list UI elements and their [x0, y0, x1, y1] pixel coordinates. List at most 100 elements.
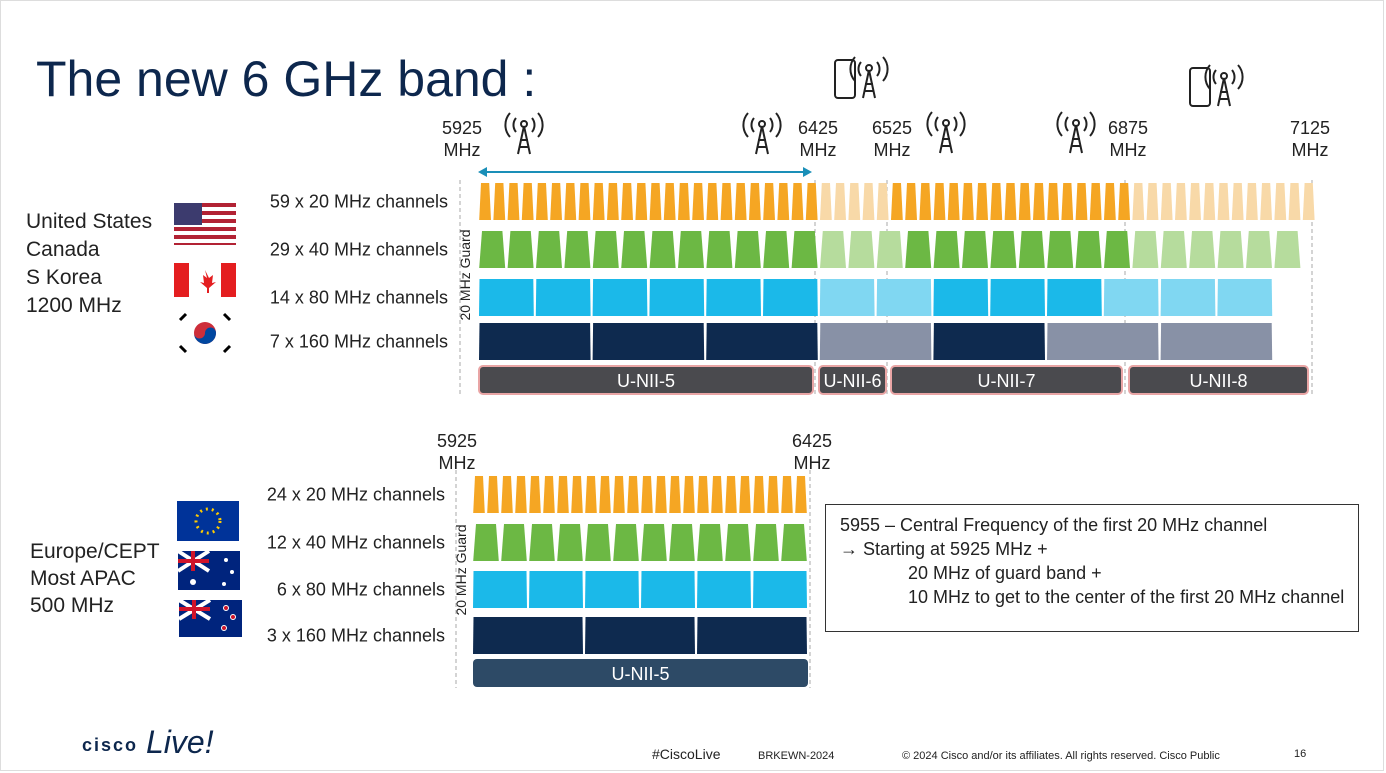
channel	[585, 476, 597, 513]
channel	[1132, 183, 1145, 220]
band-bar	[818, 365, 887, 395]
channel	[697, 571, 751, 608]
tower-top	[520, 120, 528, 128]
region-label: Most APAC	[30, 567, 136, 590]
channel-label: 59 x 20 MHz channels	[270, 192, 448, 212]
title: The new 6 GHz band :	[36, 51, 536, 107]
channel	[557, 524, 583, 561]
channel	[529, 571, 583, 608]
channel	[919, 183, 932, 220]
channel	[1246, 231, 1272, 268]
freq-unit: MHz	[1110, 140, 1147, 160]
channel	[501, 524, 527, 561]
channel	[641, 476, 653, 513]
icons	[504, 56, 1244, 155]
channel	[777, 183, 790, 220]
channel	[592, 323, 705, 360]
channel	[1047, 231, 1074, 268]
channel	[805, 183, 818, 220]
freq-unit: MHz	[794, 453, 831, 473]
freq-label: 6875 MHz	[1108, 118, 1148, 160]
channel	[621, 231, 648, 268]
footer-copyright: © 2024 Cisco and/or its affiliates. All …	[902, 750, 1220, 762]
channel	[543, 476, 555, 513]
channel	[1018, 183, 1031, 220]
tower-waves	[1204, 64, 1244, 90]
tower-waves	[849, 56, 889, 82]
freq-unit: MHz	[439, 453, 476, 473]
channel	[535, 279, 591, 316]
channel	[578, 183, 591, 220]
channel	[697, 476, 709, 513]
channel	[1217, 231, 1244, 268]
channel	[515, 476, 527, 513]
freq-value: 6425	[798, 118, 838, 138]
freq-label: 6425 MHz	[792, 431, 832, 473]
note-box: 5955 – Central Frequency of the first 20…	[825, 504, 1359, 632]
band-label: U-NII-6	[824, 371, 882, 391]
channel	[933, 323, 1045, 360]
channel	[479, 183, 491, 220]
channel	[753, 476, 765, 513]
channel	[1175, 183, 1187, 220]
channel	[933, 183, 946, 220]
channel	[834, 183, 846, 220]
channel	[473, 524, 499, 561]
freq-unit: MHz	[444, 140, 481, 160]
freq-unit: MHz	[1292, 140, 1329, 160]
channel	[507, 231, 534, 268]
channel	[781, 476, 793, 513]
channel	[976, 183, 988, 220]
channel	[933, 231, 960, 268]
channel	[725, 476, 737, 513]
channel	[905, 183, 917, 220]
channel	[1033, 183, 1045, 220]
channel	[1061, 183, 1074, 220]
channel	[1189, 183, 1201, 220]
logo-live: Live!	[146, 724, 214, 760]
channel	[585, 524, 611, 561]
freq-unit: MHz	[800, 140, 837, 160]
tower-top	[942, 119, 950, 127]
channel	[592, 279, 648, 316]
tower-icon	[862, 69, 876, 99]
channel	[1189, 231, 1216, 268]
channel	[891, 183, 903, 220]
channel	[592, 183, 605, 220]
channel	[1260, 183, 1272, 220]
footer-session: BRKEWN-2024	[758, 750, 834, 762]
channel	[536, 183, 548, 220]
channel-label: 6 x 80 MHz channels	[277, 580, 445, 600]
region-label: United States	[26, 210, 152, 233]
channel	[655, 476, 667, 513]
channel	[819, 279, 875, 316]
channel	[706, 183, 719, 220]
guard-label: 20 MHz Guard	[457, 229, 473, 320]
channel	[1018, 231, 1045, 268]
note-line: 20 MHz of guard band +	[908, 563, 1102, 583]
channel	[1203, 183, 1216, 220]
channel	[1302, 183, 1315, 220]
channel	[529, 524, 555, 561]
freq-value: 6425	[792, 431, 832, 451]
channel	[529, 476, 541, 513]
channel	[876, 231, 903, 268]
channel	[734, 183, 747, 220]
band-bar	[478, 365, 814, 395]
channel	[1160, 323, 1273, 360]
tower-icon	[1069, 124, 1083, 154]
channel	[1231, 183, 1244, 220]
channel	[720, 183, 733, 220]
phone-icon	[1189, 67, 1211, 107]
channel	[473, 476, 485, 513]
channel	[692, 183, 704, 220]
channel	[1160, 231, 1187, 268]
channel	[862, 183, 875, 220]
channel	[1104, 231, 1130, 268]
freq-label: 6525 MHz	[872, 118, 912, 160]
logo: cisco	[82, 735, 138, 755]
region-label: Canada	[26, 238, 100, 261]
tower-icon	[755, 125, 769, 155]
